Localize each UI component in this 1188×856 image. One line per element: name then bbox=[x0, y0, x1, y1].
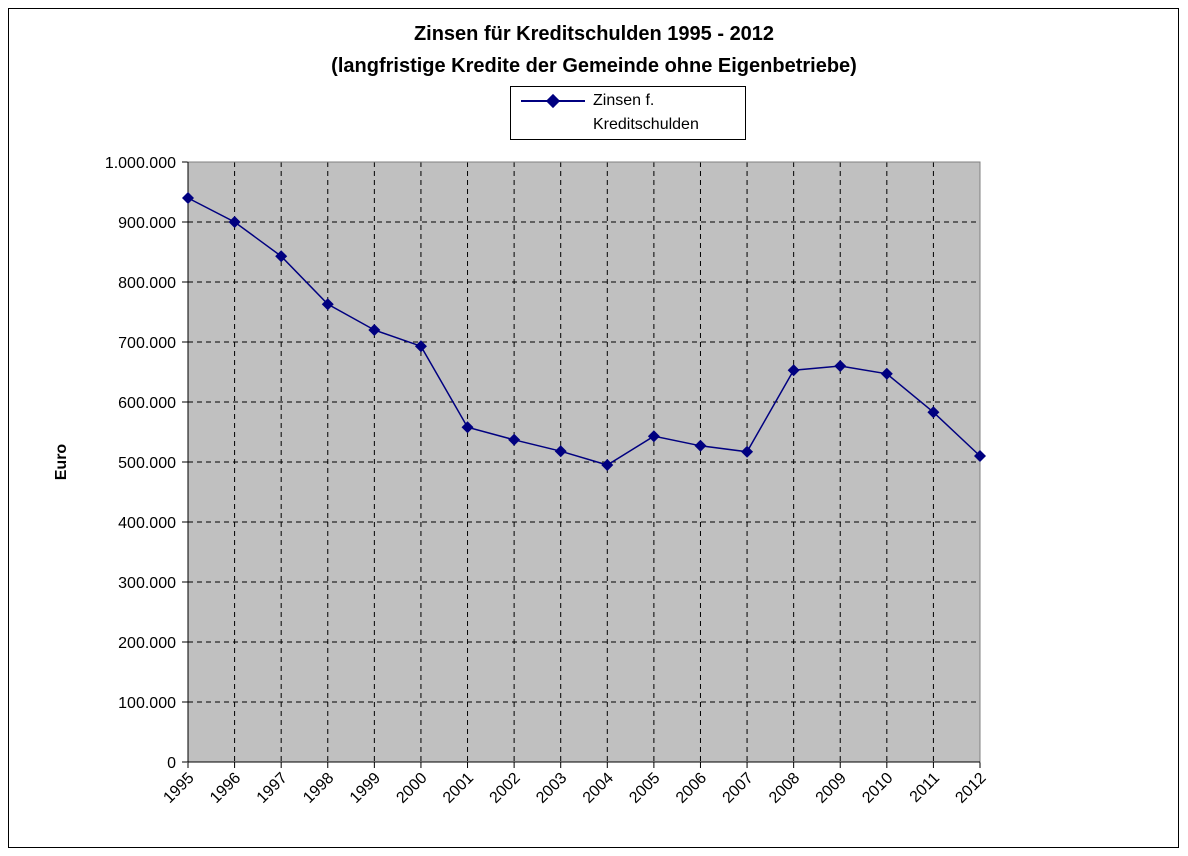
y-tick-label: 800.000 bbox=[118, 275, 176, 292]
data-point bbox=[461, 421, 474, 434]
chart-subtitle: (langfristige Kredite der Gemeinde ohne … bbox=[331, 55, 857, 77]
y-tick-label: 0 bbox=[167, 755, 176, 772]
data-point bbox=[601, 459, 614, 471]
data-point bbox=[974, 450, 986, 462]
series-line bbox=[187, 197, 981, 466]
data-point bbox=[275, 250, 288, 263]
data-point bbox=[368, 324, 381, 336]
legend: Zinsen f. Kreditschulden bbox=[510, 86, 746, 140]
legend-label: Zinsen f. Kreditschulden bbox=[593, 92, 699, 133]
data-point bbox=[321, 298, 334, 311]
data-point bbox=[694, 439, 707, 452]
y-tick-label: 400.000 bbox=[118, 515, 176, 532]
y-tick-label: 200.000 bbox=[118, 635, 176, 652]
y-tick-label: 1.000.000 bbox=[105, 155, 176, 172]
y-tick-label: 500.000 bbox=[118, 455, 176, 472]
data-point bbox=[834, 360, 847, 372]
data-point bbox=[787, 364, 800, 377]
data-point bbox=[414, 340, 427, 353]
chart-title: Zinsen für Kreditschulden 1995 - 2012 bbox=[414, 23, 774, 45]
y-axis-label: Euro bbox=[53, 444, 70, 481]
y-tick-label: 700.000 bbox=[118, 335, 176, 352]
data-point bbox=[554, 445, 567, 458]
data-point bbox=[880, 367, 893, 380]
data-point bbox=[182, 192, 194, 204]
data-point bbox=[228, 216, 241, 228]
data-point bbox=[927, 406, 940, 419]
data-point bbox=[741, 445, 754, 458]
data-point bbox=[647, 430, 660, 443]
y-tick-label: 100.000 bbox=[118, 695, 176, 712]
legend-marker bbox=[545, 93, 561, 109]
y-tick-label: 600.000 bbox=[118, 395, 176, 412]
y-tick-label: 300.000 bbox=[118, 575, 176, 592]
data-point bbox=[508, 433, 521, 446]
legend-symbol bbox=[521, 93, 585, 109]
y-tick-label: 900.000 bbox=[118, 215, 176, 232]
